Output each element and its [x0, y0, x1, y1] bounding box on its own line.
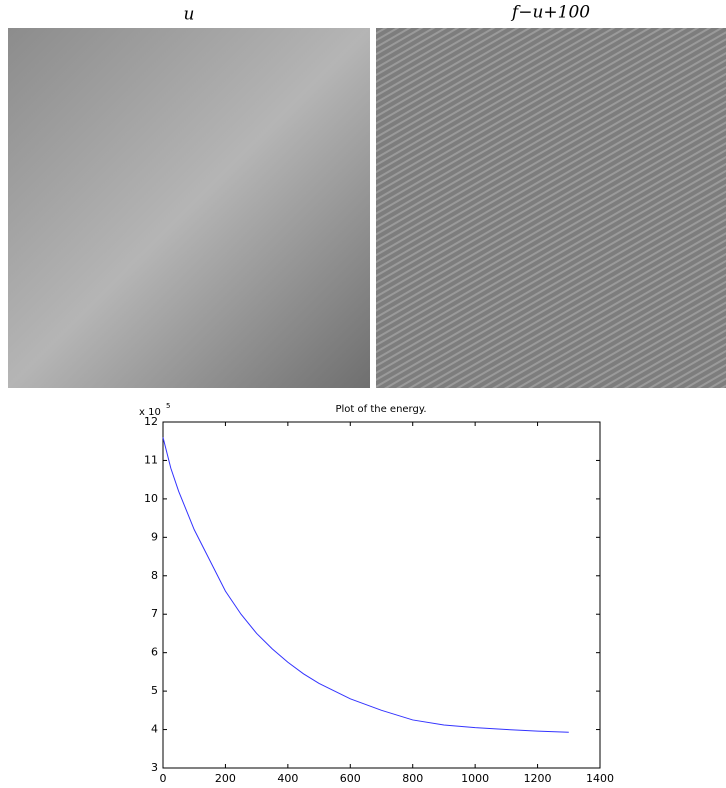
- y-multiplier-exponent: 5: [166, 402, 170, 410]
- figure: u f−u+100 Plot of the energy. x 10 5 345…: [0, 0, 726, 788]
- y-tick-label: 7: [151, 607, 158, 620]
- y-tick-label: 6: [151, 646, 158, 659]
- y-tick-label: 11: [144, 453, 158, 466]
- y-tick-label: 4: [151, 723, 158, 736]
- image-residual: [376, 28, 726, 388]
- x-tick-label: 600: [340, 772, 361, 785]
- x-tick-label: 1400: [586, 772, 614, 785]
- y-tick-label: 5: [151, 684, 158, 697]
- chart-title: Plot of the energy.: [335, 404, 426, 415]
- x-tick-label: 200: [215, 772, 236, 785]
- page: u f−u+100 Plot of the energy. x 10 5 345…: [0, 0, 726, 788]
- x-tick-label: 1000: [461, 772, 489, 785]
- x-tick-label: 400: [277, 772, 298, 785]
- y-tick-label: 9: [151, 530, 158, 543]
- panel-title: u: [184, 5, 195, 25]
- x-tick-label: 1200: [524, 772, 552, 785]
- y-tick-label: 12: [144, 415, 158, 428]
- x-tick-label: 800: [402, 772, 423, 785]
- y-tick-label: 10: [144, 492, 158, 505]
- panel-title: f−u+100: [510, 3, 590, 23]
- x-tick-label: 0: [160, 772, 167, 785]
- image-u: [8, 28, 370, 388]
- y-tick-label: 8: [151, 569, 158, 582]
- y-tick-label: 3: [151, 761, 158, 774]
